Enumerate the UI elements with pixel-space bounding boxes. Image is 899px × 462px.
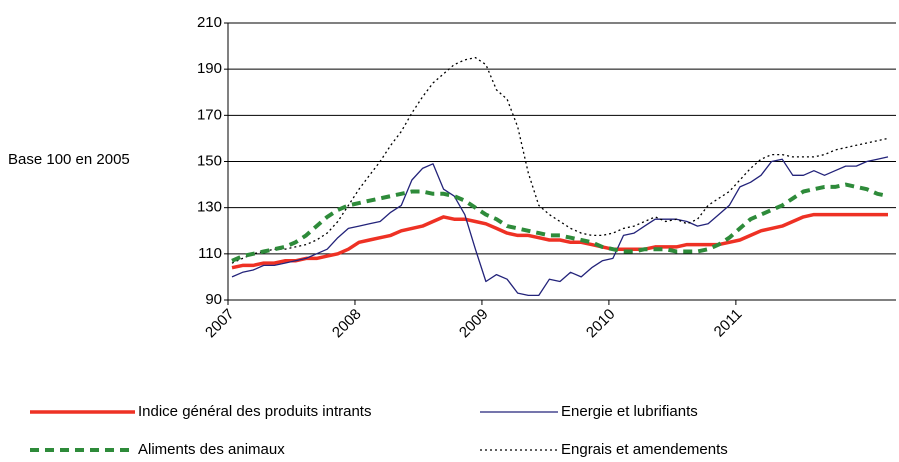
x-tick-label: 2010 <box>583 306 619 342</box>
y-axis-label: Base 100 en 2005 <box>8 151 130 168</box>
y-tick-label: 130 <box>197 199 222 216</box>
series-line <box>231 182 889 263</box>
x-tick-label: 2008 <box>329 306 365 342</box>
y-tick-label: 210 <box>197 14 222 31</box>
x-tick-label: 2007 <box>202 306 238 342</box>
series-line <box>231 156 889 297</box>
legend-label: Aliments des animaux <box>138 441 285 458</box>
y-tick-label: 90 <box>205 291 222 308</box>
legend-label: Energie et lubrifiants <box>561 403 698 420</box>
y-tick-label: 190 <box>197 60 222 77</box>
legend-label: Indice général des produits intrants <box>138 403 371 420</box>
y-tick-label: 170 <box>197 106 222 123</box>
x-tick-label: 2011 <box>711 306 746 341</box>
y-tick-label: 110 <box>198 245 222 262</box>
y-tick-label: 150 <box>197 152 222 169</box>
legend-label: Engrais et amendements <box>561 441 728 458</box>
x-tick-label: 2009 <box>456 306 492 342</box>
series-line <box>231 56 889 264</box>
series-line <box>231 212 888 270</box>
